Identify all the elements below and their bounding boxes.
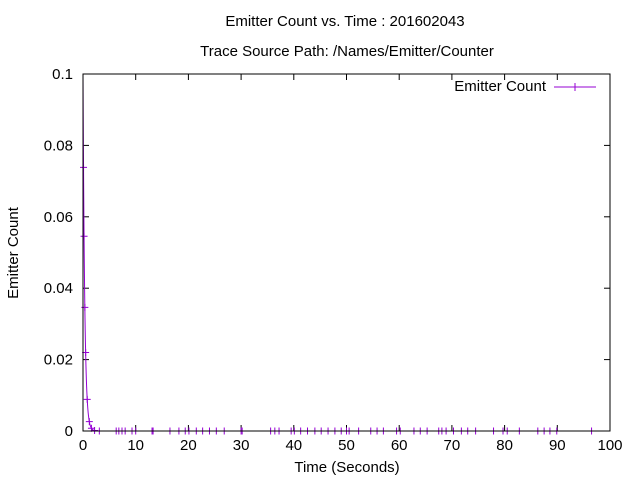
x-tick-label: 70 xyxy=(444,437,461,454)
x-tick-label: 90 xyxy=(549,437,566,454)
x-tick-label: 0 xyxy=(79,437,87,454)
series-line xyxy=(82,73,592,432)
data-point xyxy=(80,163,88,171)
y-tick-label: 0.02 xyxy=(44,352,73,369)
x-axis-label: Time (Seconds) xyxy=(294,459,399,476)
x-tick-label: 100 xyxy=(597,437,622,454)
legend-label: Emitter Count xyxy=(454,78,547,95)
x-axis-ticks: 0 10 20 30 40 50 60 70 80 90 100 xyxy=(79,74,623,454)
data-point xyxy=(83,395,91,403)
x-tick-label: 10 xyxy=(127,437,144,454)
y-tick-label: 0.1 xyxy=(52,66,73,83)
y-tick-label: 0.04 xyxy=(44,280,73,297)
legend-marker-sample xyxy=(571,83,579,91)
x-tick-label: 40 xyxy=(285,437,302,454)
plot-area-border xyxy=(82,73,611,432)
legend: Emitter Count xyxy=(454,78,596,95)
y-tick-label: 0.08 xyxy=(44,137,73,154)
y-tick-label: 0 xyxy=(65,423,73,440)
x-tick-label: 30 xyxy=(233,437,250,454)
y-axis-ticks: 0 0.02 0.04 0.06 0.08 0.1 xyxy=(44,66,610,440)
y-tick-label: 0.06 xyxy=(44,209,73,226)
data-point xyxy=(81,303,89,311)
series-emitter-count xyxy=(80,73,596,435)
x-tick-label: 60 xyxy=(391,437,408,454)
x-tick-label: 50 xyxy=(338,437,355,454)
chart-subtitle: Trace Source Path: /Names/Emitter/Counte… xyxy=(200,43,494,60)
data-point xyxy=(80,232,88,240)
y-axis-label: Emitter Count xyxy=(5,206,22,299)
data-point xyxy=(85,418,93,426)
x-tick-label: 20 xyxy=(180,437,197,454)
chart-title: Emitter Count vs. Time : 201602043 xyxy=(225,13,464,30)
x-tick-label: 80 xyxy=(496,437,513,454)
